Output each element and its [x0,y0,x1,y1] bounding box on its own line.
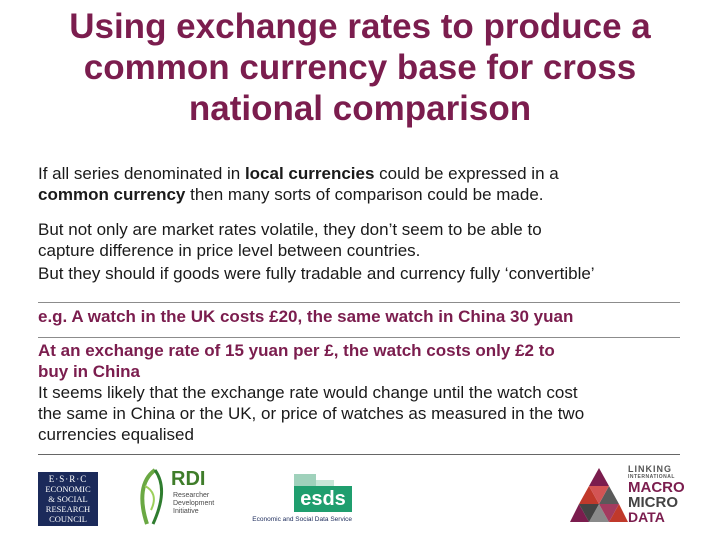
text-line: buy in China [38,362,140,381]
text-line: e.g. A watch in the UK costs £20, the sa… [38,307,574,326]
esrc-logo-line: ECONOMIC [45,484,91,494]
rdi-logo-line: Initiative [173,508,199,515]
title-line-3: national comparison [188,89,532,128]
paragraph-watch-example: e.g. A watch in the UK costs £20, the sa… [38,306,698,327]
rdi-leaf-icon [140,468,163,525]
rdi-logo-line: Researcher [173,492,210,499]
esds-block [316,480,334,490]
divider [38,302,680,303]
slide-title: Using exchange rates to produce a common… [10,6,710,129]
text-line: It seems likely that the exchange rate w… [38,383,578,402]
esds-logo-name: esds [294,486,352,512]
macro-logo-line: MICRO [628,494,678,511]
title-line-2: common currency base for cross [83,48,637,87]
emphasis-common-currency: common currency [38,185,186,204]
macro-micro-wordmark: LINKING INTERNATIONAL MACRO MICRO DATA [628,464,685,524]
esrc-logo-line: & SOCIAL [48,494,88,504]
esrc-logo-line: COUNCIL [49,514,87,524]
text-line: the same in China or the UK, or price of… [38,404,585,423]
macro-logo-line: INTERNATIONAL [628,474,675,480]
text-line: currencies equalised [38,425,194,444]
rdi-logo-line: Development [173,500,215,507]
text-segment: could be expressed in a [374,164,559,183]
esrc-logo-line: E·S·R·C [48,474,88,484]
macro-logo-line: DATA [628,509,665,525]
esds-block [294,474,316,486]
divider [38,337,680,338]
text-segment: If all series denominated in [38,164,245,183]
esds-logo: esds Economic and Social Data Service [232,474,352,530]
esrc-logo: E·S·R·C ECONOMIC & SOCIAL RESEARCH COUNC… [38,472,98,526]
text-line: At an exchange rate of 15 yuan per £, th… [38,341,555,360]
footer-divider [38,454,680,455]
text-line-tradable: But they should if goods were fully trad… [38,264,595,283]
macro-logo-line: LINKING [628,464,672,474]
rdi-logo-caption: Researcher Development Initiative [173,492,214,516]
text-line: But not only are market rates volatile, … [38,220,542,239]
triangle-mosaic-icon [570,468,628,522]
title-line-1: Using exchange rates to produce a [69,7,651,46]
emphasis-local-currencies: local currencies [244,164,375,183]
esrc-logo-line: RESEARCH [45,504,91,514]
macro-micro-logo: LINKING INTERNATIONAL MACRO MICRO DATA [570,464,688,530]
rdi-logo-name: RDI [171,468,206,490]
esds-logo-caption: Economic and Social Data Service [252,516,352,523]
macro-logo-line: MACRO [628,479,685,496]
paragraph-local-currencies: If all series denominated in local curre… [38,163,698,205]
text-segment: then many sorts of comparison could be m… [185,185,544,204]
paragraph-exchange-rate: At an exchange rate of 15 yuan per £, th… [38,340,698,445]
text-line: capture difference in price level betwee… [38,241,421,260]
rdi-logo: RDI Researcher Development Initiative [135,466,215,530]
paragraph-market-rates: But not only are market rates volatile, … [38,219,698,284]
